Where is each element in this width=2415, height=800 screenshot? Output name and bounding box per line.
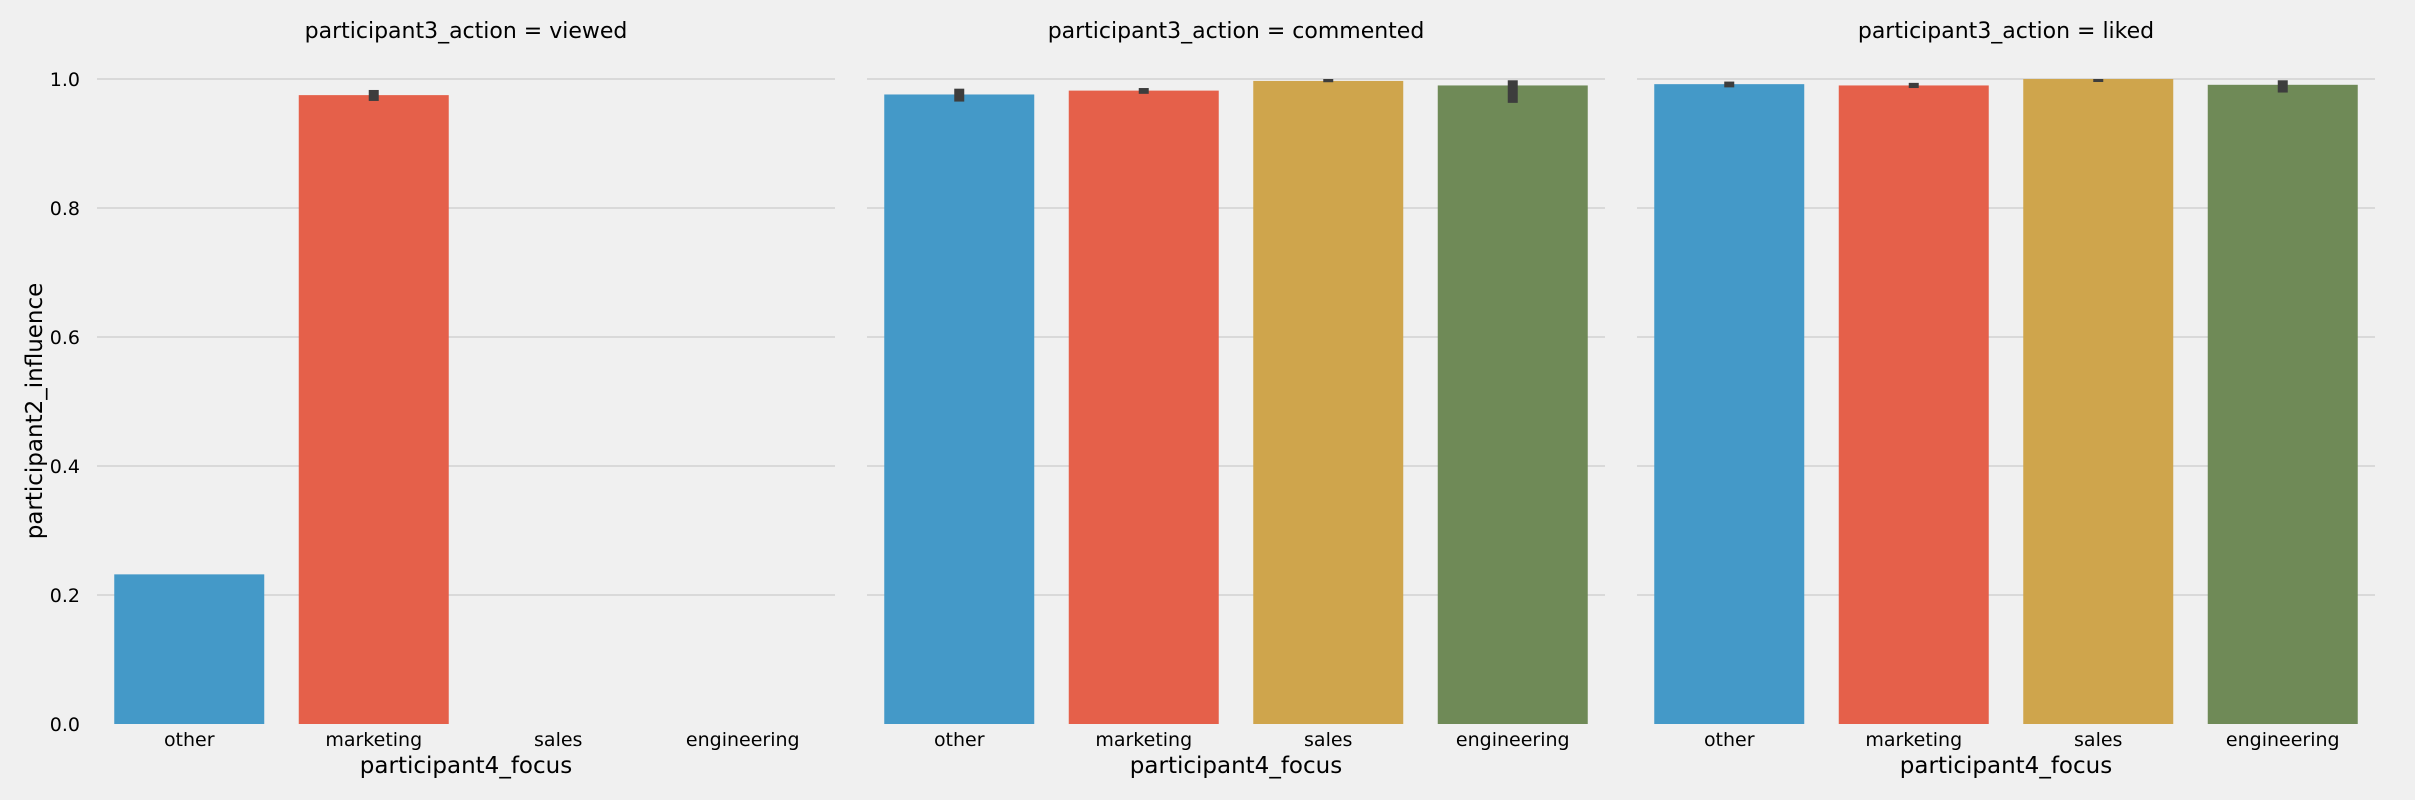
error-bar-sales	[1323, 79, 1334, 83]
bar-engineering	[1437, 85, 1588, 724]
y-tick-label: 0.0	[50, 714, 80, 736]
facet-panels: participant3_action = viewed other marketi…	[50, 19, 2375, 779]
x-tick-label: marketing	[325, 729, 422, 751]
bar-other	[884, 94, 1035, 725]
error-bar-marketing	[1908, 82, 1919, 89]
x-tick-label: other	[164, 729, 215, 751]
x-tick-label: other	[1704, 729, 1755, 751]
bar-marketing	[1068, 90, 1219, 725]
y-axis-label: participant2_influence	[22, 283, 48, 540]
facet-panel-0: participant3_action = viewed other marketi…	[50, 19, 835, 779]
bar-other	[1654, 84, 1805, 724]
error-bar-marketing	[1138, 88, 1149, 94]
y-tick-label: 0.4	[50, 456, 80, 478]
panel-title: participant3_action = commented	[1048, 19, 1425, 44]
x-tick-label: sales	[2074, 729, 2122, 751]
bar-marketing	[1838, 85, 1989, 724]
y-tick-label: 0.2	[50, 585, 80, 607]
x-tick-label: engineering	[686, 729, 800, 751]
panel-title: participant3_action = viewed	[305, 19, 628, 44]
error-bar-marketing	[368, 89, 379, 101]
x-tick-label: sales	[1304, 729, 1352, 751]
x-axis-label: participant4_focus	[1130, 753, 1342, 779]
y-tick-label: 0.6	[50, 327, 80, 349]
error-bar-other	[1724, 81, 1735, 88]
error-bar-engineering	[1507, 80, 1518, 103]
bar-engineering	[2207, 84, 2358, 725]
facet-panel-2: participant3_action = liked other marketin…	[1637, 19, 2375, 779]
facet-panel-1: participant3_action = commented other mark…	[867, 19, 1605, 779]
x-axis-label: participant4_focus	[360, 753, 572, 779]
bar-other	[114, 574, 265, 724]
x-tick-label: sales	[534, 729, 582, 751]
y-tick-label: 1.0	[50, 69, 80, 91]
panel-title: participant3_action = liked	[1858, 19, 2154, 44]
error-bar-other	[954, 88, 965, 102]
x-tick-label: other	[934, 729, 985, 751]
y-tick-label: 0.8	[50, 198, 80, 220]
x-tick-label: engineering	[1456, 729, 1570, 751]
bar-sales	[2023, 79, 2174, 724]
bar-sales	[1253, 80, 1404, 724]
error-bar-sales	[2093, 79, 2104, 82]
x-tick-label: marketing	[1095, 729, 1192, 751]
error-bar-engineering	[2277, 80, 2288, 93]
x-axis-label: participant4_focus	[1900, 753, 2112, 779]
x-tick-label: engineering	[2226, 729, 2340, 751]
x-tick-label: marketing	[1865, 729, 1962, 751]
bar-marketing	[298, 95, 449, 724]
